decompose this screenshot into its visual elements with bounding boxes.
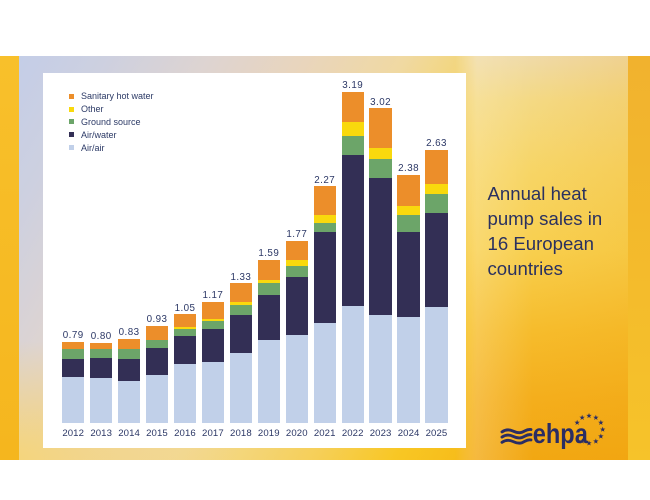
- svg-text:ehpa: ehpa: [533, 418, 589, 449]
